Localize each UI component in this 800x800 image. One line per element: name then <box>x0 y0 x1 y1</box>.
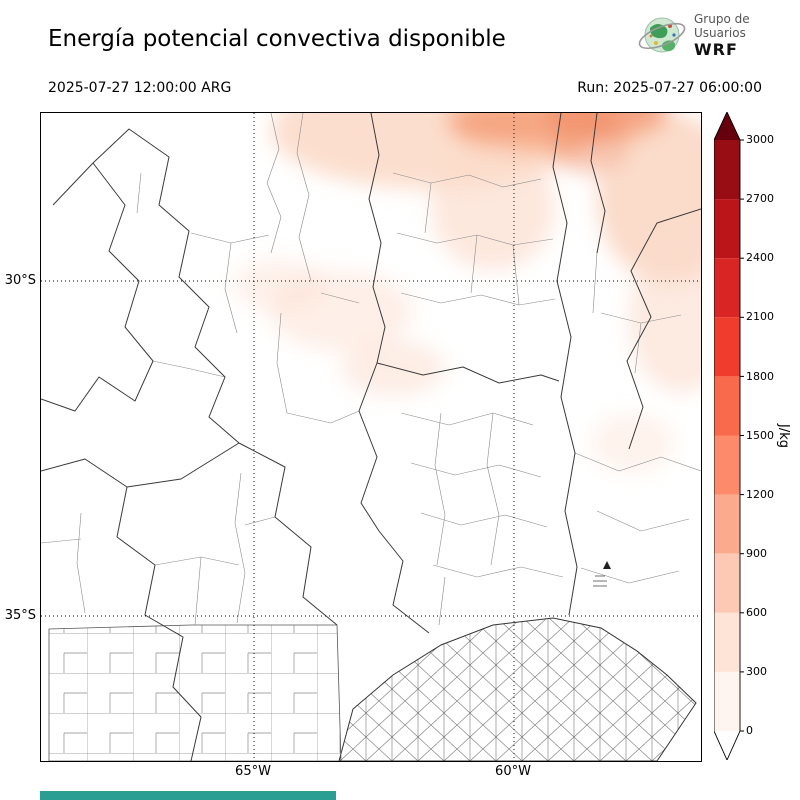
colorbar-tick-marks <box>740 139 744 732</box>
model-run-label: Run: 2025-07-27 06:00:00 <box>577 80 762 96</box>
colorbar-unit-label: J/kg <box>776 424 791 448</box>
wrf-users-group-logo: Grupo de Usuarios WRF <box>636 10 750 62</box>
cb-tick-1800: 1800 <box>746 370 774 383</box>
logo-text-line2: Usuarios <box>694 25 746 40</box>
cb-tick-2700: 2700 <box>746 192 774 205</box>
cape-map <box>41 113 701 761</box>
x-tick-65W: 65°W <box>235 764 271 779</box>
department-borders <box>41 113 701 626</box>
la-pampa-departments-region <box>48 624 342 761</box>
colorbar-over-arrow <box>714 112 740 140</box>
cb-tick-2100: 2100 <box>746 310 774 323</box>
province-borders <box>41 113 701 761</box>
cb-tick-1500: 1500 <box>746 429 774 442</box>
map-frame <box>40 112 702 762</box>
cb-tick-600: 600 <box>746 606 767 619</box>
cb-tick-2400: 2400 <box>746 251 774 264</box>
cb-tick-900: 900 <box>746 547 767 560</box>
cb-tick-0: 0 <box>746 724 753 737</box>
y-tick-30S: 30°S <box>4 273 36 288</box>
colorbar-under-arrow <box>714 731 740 760</box>
colorbar <box>713 110 746 764</box>
page-title: Energía potencial convectiva disponible <box>48 26 506 52</box>
logo-text-line1: Grupo de <box>694 12 750 26</box>
buenos-aires-partidos-region <box>338 617 697 761</box>
cb-tick-300: 300 <box>746 665 767 678</box>
amba-dense-cluster <box>593 561 611 587</box>
cb-tick-1200: 1200 <box>746 488 774 501</box>
lat-lon-gridlines <box>41 113 701 761</box>
logo-text-wrf: WRF <box>694 39 738 59</box>
footer-accent-bar <box>40 791 336 800</box>
globe-icon <box>638 17 686 53</box>
x-tick-60W: 60°W <box>495 764 531 779</box>
valid-time-label: 2025-07-27 12:00:00 ARG <box>48 80 232 96</box>
colorbar-graphic <box>713 110 744 762</box>
y-tick-35S: 35°S <box>4 608 36 623</box>
cb-tick-3000: 3000 <box>746 133 774 146</box>
cape-shading-field <box>233 113 701 473</box>
